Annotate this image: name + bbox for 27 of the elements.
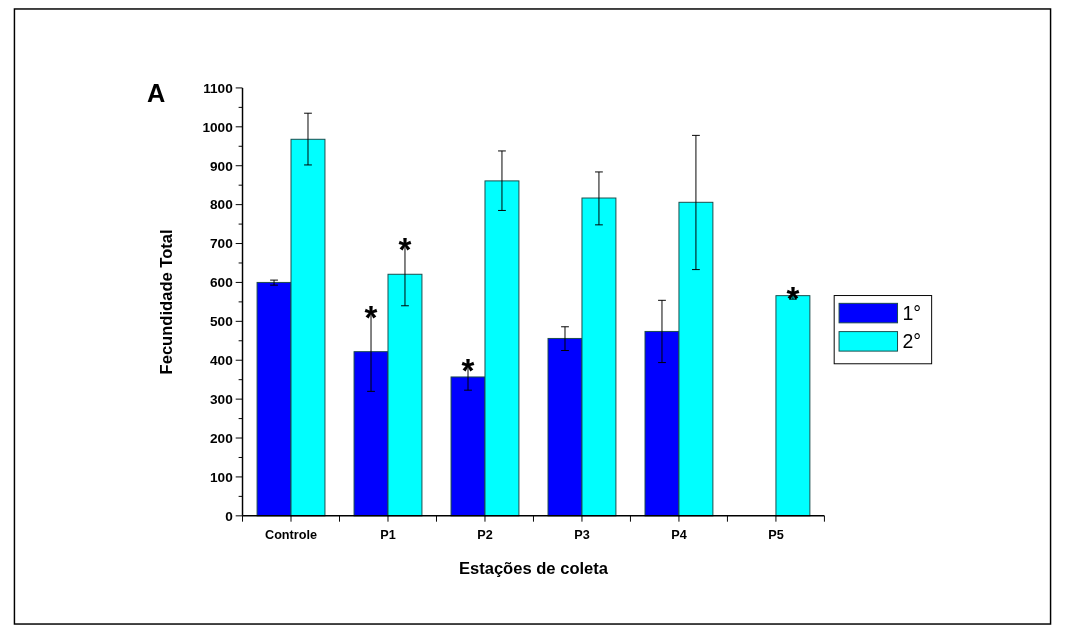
text: A	[147, 78, 166, 107]
y-tick-label: 1100	[203, 80, 234, 96]
x-tick-label: P2	[477, 528, 493, 543]
y-tick-label: 100	[210, 469, 234, 485]
y-tick-label: 600	[210, 275, 234, 291]
y-tick-label: 900	[210, 158, 234, 174]
x-tick-label: P1	[380, 528, 396, 543]
annotation: *	[786, 279, 800, 317]
x-tick-label: P4	[671, 528, 687, 543]
y-tick-label: 300	[210, 391, 234, 407]
y-axis-title: Fecundidade Total	[157, 229, 177, 375]
annotation: *	[461, 351, 475, 389]
x-tick-label: P5	[768, 528, 784, 543]
annotation: *	[364, 299, 378, 337]
y-tick-label: 200	[210, 430, 234, 446]
legend-label: 1°	[902, 301, 922, 324]
y-tick-label: 400	[210, 353, 234, 369]
y-tick-label: 0	[225, 508, 234, 524]
y-tick-label: 500	[210, 314, 234, 330]
y-tick-label: 1000	[202, 119, 234, 135]
x-tick-label: P3	[574, 528, 590, 543]
x-tick-label: Controle	[265, 528, 318, 543]
legend-label: 2°	[902, 330, 922, 353]
y-tick-label: 800	[210, 197, 234, 213]
annotation: *	[398, 231, 412, 269]
y-tick-label: 700	[210, 236, 234, 252]
x-axis-title: Estações de coleta	[458, 559, 609, 579]
